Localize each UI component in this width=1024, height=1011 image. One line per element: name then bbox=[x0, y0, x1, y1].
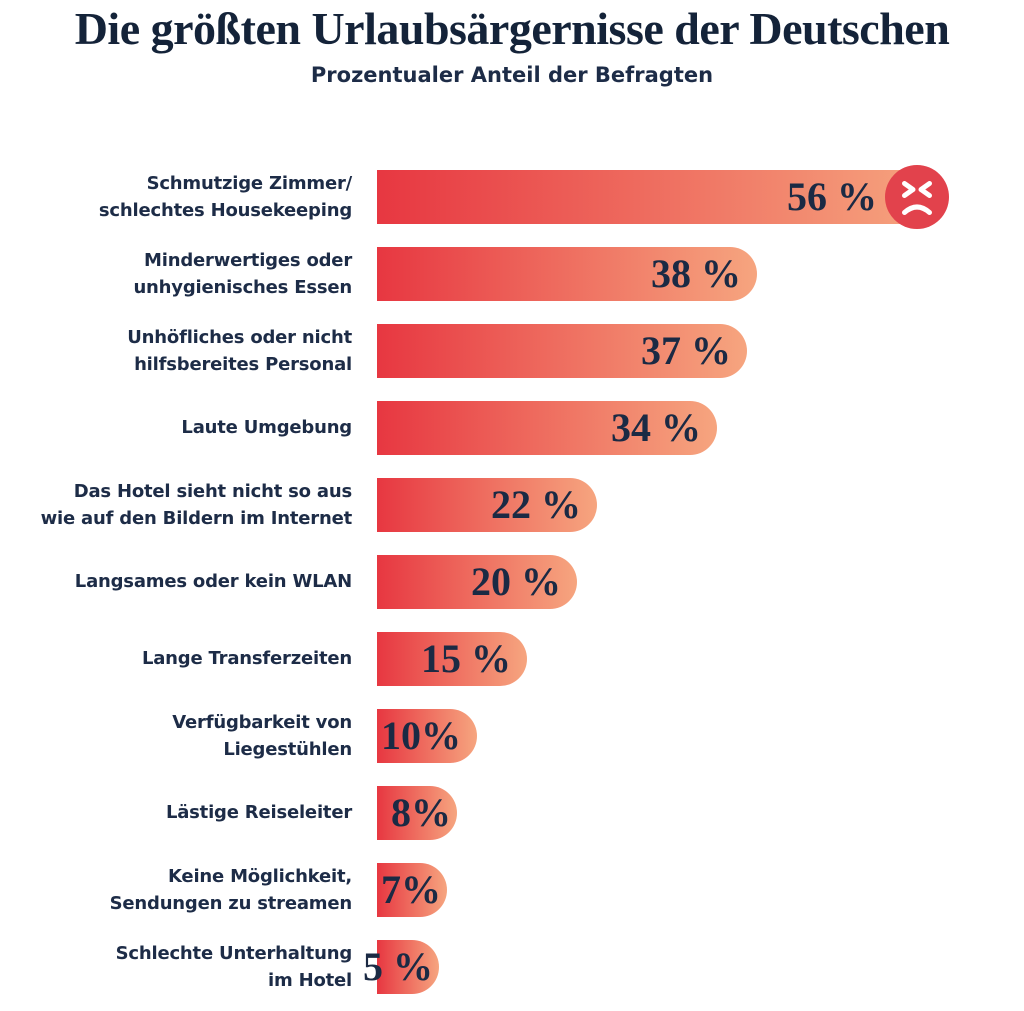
bar: 22 % bbox=[377, 477, 597, 532]
bar-value: 7% bbox=[381, 866, 441, 912]
chart-row: Minderwertiges oder unhygienisches Essen… bbox=[0, 235, 1024, 312]
page-title: Die größten Urlaubsärgernisse der Deutsc… bbox=[74, 3, 950, 54]
bar-track: 15 % bbox=[377, 631, 1024, 686]
bar-value: 22 % bbox=[491, 481, 581, 527]
bar-label: Langsames oder kein WLAN bbox=[74, 571, 352, 592]
bar-label: Schmutzige Zimmer/ schlechtes Housekeepi… bbox=[98, 172, 352, 221]
chart-row: Das Hotel sieht nicht so aus wie auf den… bbox=[0, 466, 1024, 543]
bar: 38 % bbox=[377, 246, 757, 301]
chart-row: Verfügbarkeit von Liegestühlen 10% bbox=[0, 697, 1024, 774]
bar: 5 % bbox=[363, 939, 439, 994]
chart-row: Laute Umgebung 34 % bbox=[0, 389, 1024, 466]
bar-track: 5 % bbox=[363, 939, 1024, 994]
bar-value: 5 % bbox=[363, 943, 433, 989]
bar-label: Schlechte Unterhaltung im Hotel bbox=[115, 942, 353, 991]
bar-label: Verfügbarkeit von Liegestühlen bbox=[172, 711, 352, 760]
chart-row: Lange Transferzeiten 15 % bbox=[0, 620, 1024, 697]
bar: 8% bbox=[377, 785, 457, 840]
bar: 7% bbox=[377, 862, 447, 917]
bar: 15 % bbox=[377, 631, 527, 686]
bar-value: 10% bbox=[381, 712, 461, 758]
bar-label: Das Hotel sieht nicht so aus wie auf den… bbox=[40, 480, 353, 529]
bar-value: 8% bbox=[391, 789, 451, 835]
bar-value: 37 % bbox=[641, 327, 731, 373]
page-subtitle: Prozentualer Anteil der Befragten bbox=[310, 63, 714, 87]
chart-row: Schmutzige Zimmer/ schlechtes Housekeepi… bbox=[0, 158, 1024, 235]
bar-track: 22 % bbox=[377, 477, 1024, 532]
bar-track: 8% bbox=[377, 785, 1024, 840]
bar-value: 56 % bbox=[787, 173, 877, 219]
bar-value: 38 % bbox=[651, 250, 741, 296]
bar-track: 10% bbox=[377, 708, 1024, 763]
chart-row: Keine Möglichkeit, Sendungen zu streamen… bbox=[0, 851, 1024, 928]
bar-label: Laute Umgebung bbox=[181, 417, 352, 438]
bar-label: Unhöfliches oder nicht hilfsbereites Per… bbox=[127, 326, 352, 375]
bar-label: Lästige Reiseleiter bbox=[165, 802, 352, 823]
bar-value: 15 % bbox=[421, 635, 511, 681]
bar-value: 20 % bbox=[471, 558, 561, 604]
chart-row: Lästige Reiseleiter 8% bbox=[0, 774, 1024, 851]
bar-track: 37 % bbox=[377, 323, 1024, 378]
bar-track: 38 % bbox=[377, 246, 1024, 301]
bar-track: 7% bbox=[377, 862, 1024, 917]
bar-track: 34 % bbox=[377, 400, 1024, 455]
chart-rows: Schmutzige Zimmer/ schlechtes Housekeepi… bbox=[0, 158, 1024, 1005]
chart-row: Schlechte Unterhaltung im Hotel 5 % bbox=[0, 928, 1024, 1005]
bar-label: Minderwertiges oder unhygienisches Essen bbox=[133, 249, 352, 298]
bar-track: 20 % bbox=[377, 554, 1024, 609]
bar-label: Lange Transferzeiten bbox=[141, 648, 352, 669]
bar: 56 % bbox=[377, 164, 949, 229]
angry-face-icon bbox=[885, 164, 949, 229]
bar: 37 % bbox=[377, 323, 747, 378]
bar-label: Keine Möglichkeit, Sendungen zu streamen bbox=[109, 865, 353, 914]
bar: 20 % bbox=[377, 554, 577, 609]
bar: 34 % bbox=[377, 400, 717, 455]
chart-row: Langsames oder kein WLAN 20 % bbox=[0, 543, 1024, 620]
bar: 10% bbox=[377, 708, 477, 763]
bar-value: 34 % bbox=[611, 404, 701, 450]
bar-track: 56 % bbox=[377, 164, 1024, 229]
chart-row: Unhöfliches oder nicht hilfsbereites Per… bbox=[0, 312, 1024, 389]
